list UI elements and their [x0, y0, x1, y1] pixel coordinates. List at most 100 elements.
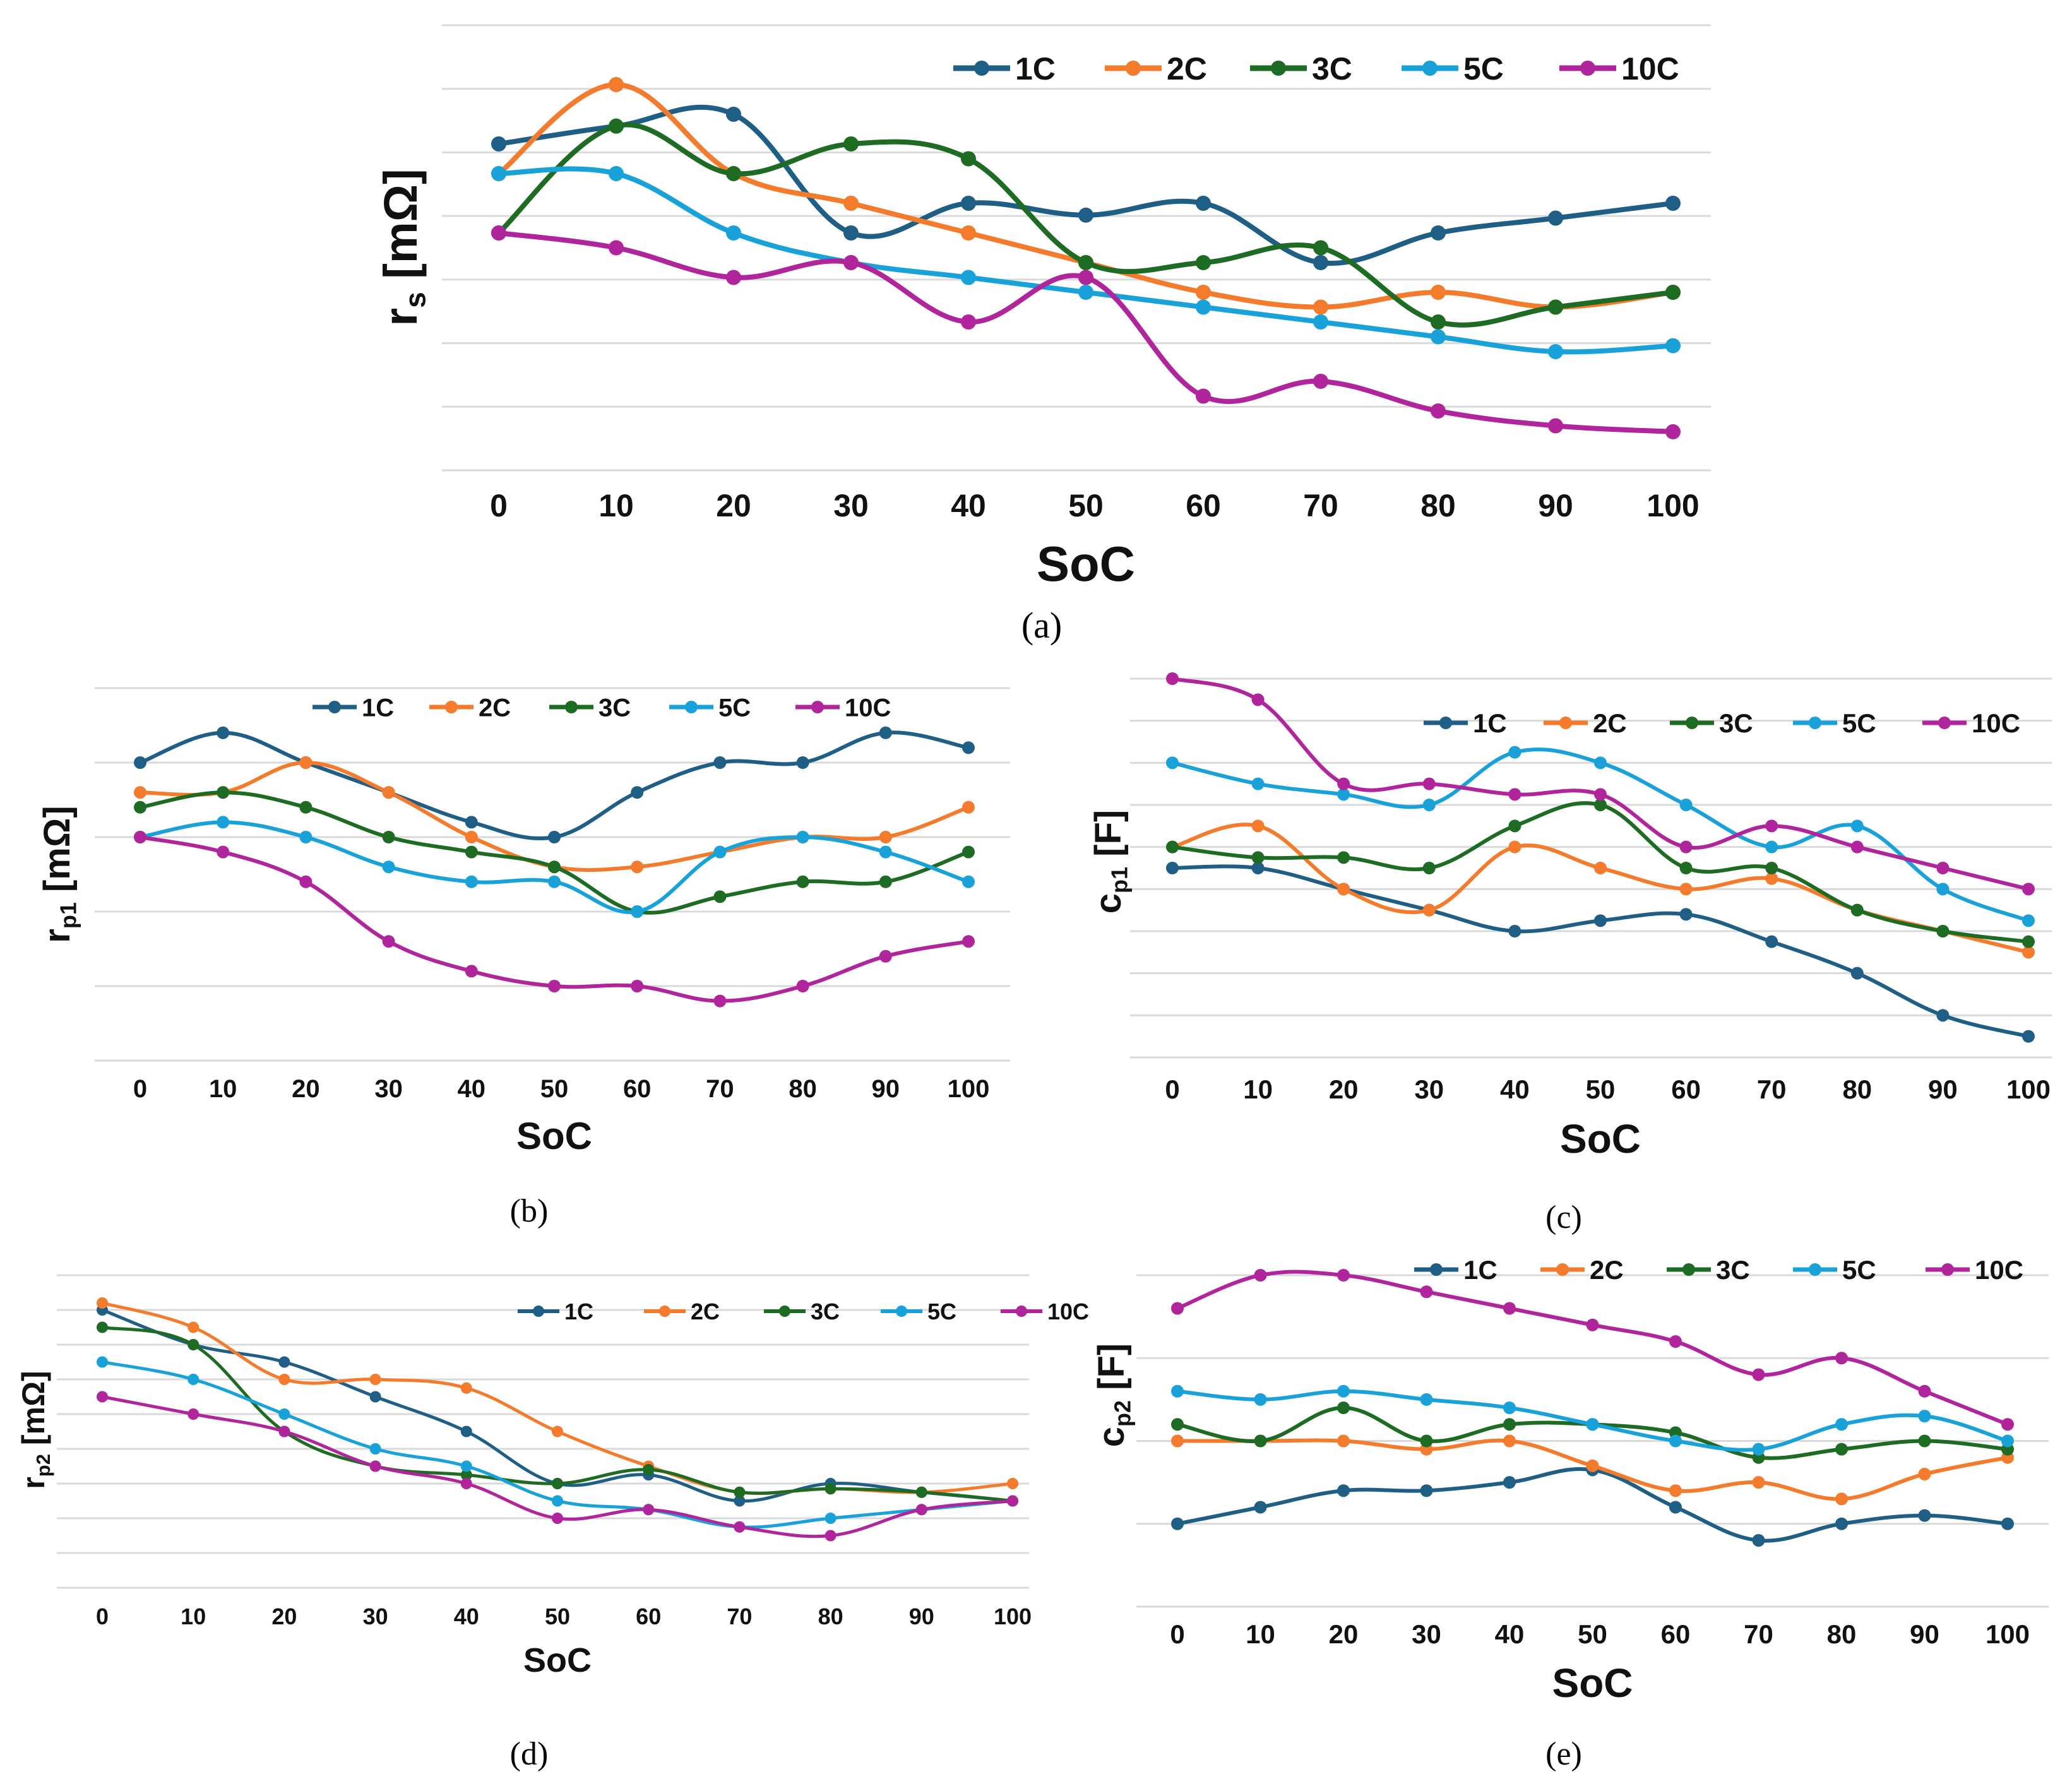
data-point-1C	[134, 756, 146, 769]
legend-item-5C: 5C	[669, 694, 751, 722]
legend-item-10C: 10C	[1922, 708, 2020, 738]
data-point-2C	[1313, 299, 1328, 315]
data-point-1C	[1251, 862, 1265, 874]
data-point-3C	[734, 1486, 746, 1498]
data-point-5C	[609, 166, 624, 181]
data-point-10C	[1850, 840, 1864, 854]
data-point-1C	[1337, 1484, 1350, 1497]
legend-item-1C: 1C	[518, 1299, 593, 1324]
data-point-10C	[217, 845, 230, 859]
data-point-1C	[2001, 1517, 2014, 1530]
data-point-10C	[879, 949, 892, 963]
legend-swatch-dot	[1809, 717, 1821, 729]
data-point-3C	[548, 860, 561, 874]
data-point-5C	[188, 1374, 199, 1385]
data-point-10C	[631, 980, 644, 992]
data-point-2C	[97, 1297, 108, 1309]
data-point-1C	[1503, 1476, 1516, 1489]
data-point-10C	[1422, 777, 1436, 790]
legend-item-5C: 5C	[1793, 708, 1876, 738]
legend-swatch-dot	[1439, 717, 1452, 729]
x-tick-label: 40	[1500, 1074, 1530, 1104]
data-point-2C	[1586, 1459, 1599, 1472]
legend-item-1C: 1C	[953, 51, 1056, 86]
data-point-5C	[460, 1460, 472, 1472]
data-point-3C	[1166, 840, 1179, 854]
x-tick-label: 0	[133, 1075, 147, 1103]
data-point-3C	[1594, 799, 1607, 811]
data-point-3C	[2022, 935, 2035, 948]
y-axis-label-unit: [mΩ]	[37, 806, 78, 902]
x-tick-label: 20	[1329, 1619, 1359, 1649]
caption-a: (a)	[1021, 605, 1062, 646]
legend-label: 1C	[564, 1299, 593, 1324]
data-point-5C	[1835, 1418, 1848, 1431]
data-point-1C	[1166, 862, 1179, 874]
x-tick-label: 50	[1578, 1619, 1607, 1649]
data-point-3C	[1918, 1434, 1931, 1448]
data-point-3C	[1251, 851, 1265, 864]
data-point-2C	[1835, 1492, 1848, 1506]
y-axis-label-sub: p1	[55, 902, 81, 929]
data-point-10C	[825, 1530, 837, 1542]
data-point-10C	[734, 1521, 746, 1533]
data-point-1C	[1679, 908, 1693, 921]
legend-label: 5C	[1463, 51, 1504, 86]
data-point-5C	[217, 816, 230, 829]
legend-label: 2C	[479, 694, 511, 722]
data-point-1C	[1835, 1517, 1848, 1530]
legend-swatch-dot	[533, 1306, 544, 1317]
data-point-2C	[1431, 285, 1446, 300]
series-line-1C	[1172, 864, 2029, 1038]
data-point-5C	[726, 225, 741, 241]
x-tick-label: 100	[1986, 1619, 2030, 1649]
data-point-5C	[1254, 1393, 1267, 1406]
data-point-2C	[1196, 285, 1211, 300]
data-point-1C	[1196, 196, 1211, 211]
data-point-3C	[1936, 925, 1950, 937]
svg-text:rp2 [mΩ]: rp2 [mΩ]	[16, 1371, 54, 1489]
x-tick-label: 80	[789, 1075, 817, 1103]
legend-item-5C: 5C	[1793, 1255, 1876, 1285]
data-point-10C	[1251, 693, 1265, 706]
data-point-2C	[961, 225, 976, 241]
data-point-2C	[1171, 1434, 1184, 1448]
data-point-5C	[1313, 314, 1328, 330]
x-tick-label: 10	[1243, 1074, 1273, 1104]
data-point-3C	[1313, 240, 1328, 256]
data-point-3C	[843, 136, 859, 152]
data-point-10C	[1431, 403, 1446, 419]
data-point-1C	[1548, 210, 1563, 226]
data-point-2C	[460, 1382, 472, 1394]
y-axis-label-sub: p2	[32, 1454, 54, 1477]
data-point-1C	[548, 831, 561, 843]
caption-c: (c)	[1545, 1199, 1582, 1235]
x-tick-label: 70	[1744, 1619, 1773, 1649]
x-tick-label: 60	[1186, 488, 1221, 523]
data-point-3C	[726, 166, 741, 181]
x-tick-label: 30	[1414, 1074, 1444, 1104]
data-point-2C	[843, 196, 859, 211]
x-tick-label: 40	[454, 1604, 479, 1629]
data-point-5C	[2001, 1434, 2014, 1448]
data-point-5C	[631, 905, 644, 918]
data-point-3C	[382, 831, 395, 843]
data-point-5C	[97, 1356, 108, 1368]
data-point-3C	[1171, 1418, 1184, 1431]
x-tick-label: 20	[716, 488, 751, 523]
svg-text:cp2 [F]: cp2 [F]	[1091, 1343, 1135, 1447]
caption-b: (b)	[510, 1193, 549, 1229]
data-point-1C	[369, 1391, 381, 1403]
data-point-3C	[552, 1478, 563, 1489]
data-point-3C	[915, 1486, 927, 1498]
data-point-2C	[278, 1374, 290, 1385]
data-point-10C	[843, 255, 859, 270]
data-point-10C	[726, 270, 741, 285]
x-tick-label: 60	[1661, 1619, 1691, 1649]
legend-item-2C: 2C	[1105, 51, 1207, 86]
legend-swatch-dot	[1016, 1306, 1027, 1317]
x-tick-label: 0	[490, 488, 508, 523]
x-tick-label: 90	[909, 1604, 934, 1629]
data-point-2C	[631, 860, 644, 874]
